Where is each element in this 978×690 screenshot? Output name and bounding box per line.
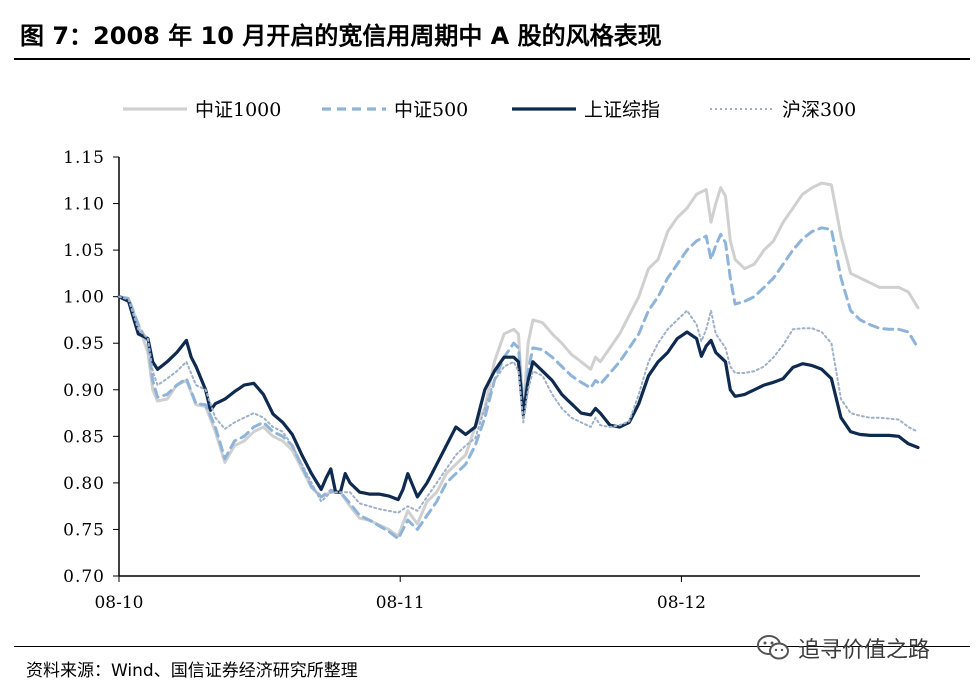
source-note: 资料来源：Wind、国信证券经济研究所整理 bbox=[26, 661, 358, 681]
y-axis: 1.15 1.10 1.05 1.00 0.95 0.90 0.85 0.80 0.75 0.70 bbox=[63, 148, 120, 587]
wechat-icon bbox=[757, 635, 789, 660]
y-tick-label: 1.10 bbox=[63, 195, 105, 215]
legend-label: 中证1000 bbox=[195, 99, 281, 121]
x-tick-label: 08-10 bbox=[94, 593, 143, 613]
y-tick-label: 0.95 bbox=[63, 334, 105, 354]
title-divider bbox=[14, 58, 970, 60]
y-tick-label: 0.90 bbox=[63, 381, 105, 401]
figure-title: 图 7：2008 年 10 月开启的宽信用周期中 A 股的风格表现 bbox=[20, 22, 662, 50]
figure-header: 图 7：2008 年 10 月开启的宽信用周期中 A 股的风格表现 bbox=[0, 0, 978, 60]
line-chart: 中证1000 中证500 上证综指 沪深300 1.15 1.10 1.05 1.00 0.9… bbox=[63, 99, 920, 613]
legend-label: 沪深300 bbox=[782, 99, 856, 121]
y-tick-label: 1.05 bbox=[63, 241, 105, 261]
y-tick-label: 0.75 bbox=[63, 520, 105, 540]
legend-label: 中证500 bbox=[394, 99, 468, 121]
y-tick-label: 1.15 bbox=[63, 148, 105, 168]
y-tick-label: 0.80 bbox=[63, 474, 105, 494]
x-tick-label: 08-12 bbox=[657, 593, 706, 613]
watermark: 追寻价值之路 bbox=[756, 628, 930, 668]
source-divider bbox=[14, 646, 970, 647]
x-axis: 08-10 08-11 08-12 bbox=[94, 575, 920, 613]
series-line-1 bbox=[117, 226, 920, 541]
watermark-text: 追寻价值之路 bbox=[798, 638, 931, 663]
y-tick-label: 0.70 bbox=[63, 567, 105, 587]
series-line-0 bbox=[117, 181, 920, 538]
y-tick-label: 0.85 bbox=[63, 427, 105, 447]
chart-legend: 中证1000 中证500 上证综指 沪深300 bbox=[123, 99, 856, 121]
series-line-3 bbox=[118, 295, 919, 514]
legend-label: 上证综指 bbox=[584, 99, 660, 121]
series-line-2 bbox=[117, 295, 920, 502]
y-tick-label: 1.00 bbox=[63, 288, 105, 308]
x-tick-label: 08-11 bbox=[376, 593, 425, 613]
series-lines bbox=[117, 181, 920, 541]
